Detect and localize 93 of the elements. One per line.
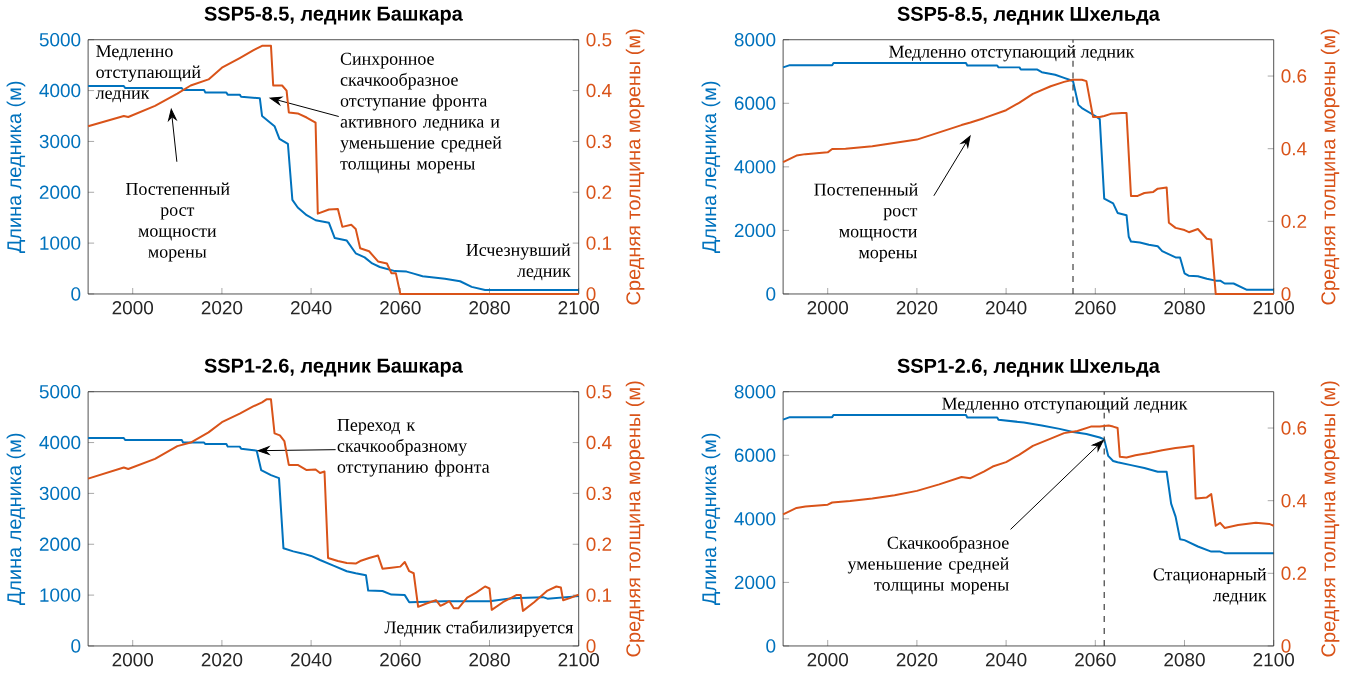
- x-tick-label: 2080: [1164, 653, 1205, 667]
- y2-tick-label: 0.3: [586, 486, 612, 501]
- y-tick-label: 3000: [39, 134, 81, 149]
- y2-tick-label: 0.4: [1281, 494, 1307, 508]
- y-tick-label: 4000: [39, 435, 81, 450]
- x-tick-label: 2100: [1253, 301, 1295, 315]
- x-tick-label: 2040: [290, 301, 332, 315]
- x-tick-label: 2060: [1075, 653, 1116, 667]
- annotation: Постепенный рост мощности морены: [814, 183, 918, 263]
- y-tick-label: 1000: [40, 588, 81, 602]
- x-tick-label: 2020: [896, 301, 938, 315]
- x-tick-label: 2040: [985, 301, 1027, 315]
- line-series: [782, 424, 1275, 529]
- y2-axis-title: Средняя толщина морены (м): [1320, 381, 1340, 657]
- chart-title: SSP1-2.6, ледник Шхельда: [897, 358, 1160, 377]
- y-axis-title: Длина ледника (м): [701, 433, 721, 606]
- annotation: Стационарный ледник: [1153, 568, 1267, 605]
- y-tick-label: 2000: [39, 537, 81, 552]
- y-tick-label: 0: [71, 639, 81, 653]
- y-tick-label: 5000: [39, 33, 81, 47]
- x-tick-label: 2000: [112, 301, 154, 315]
- y2-tick-label: 0.6: [1281, 421, 1307, 435]
- y-tick-label: 0: [71, 287, 81, 301]
- y-tick-label: 6000: [734, 96, 776, 111]
- x-tick-label: 2020: [201, 301, 243, 315]
- y2-tick-label: 0: [1281, 639, 1291, 653]
- annotation: Медленно отступающий ледник: [942, 397, 1188, 414]
- annotation: Переход к скачкообразному отступанию фронта: [337, 419, 490, 477]
- y2-tick-label: 0: [586, 639, 596, 653]
- x-tick-label: 2000: [112, 653, 154, 667]
- y-tick-label: 0: [766, 287, 776, 301]
- y-tick-label: 0: [766, 639, 776, 653]
- y2-tick-label: 0.1: [586, 588, 612, 602]
- x-tick-label: 2080: [469, 301, 510, 315]
- chart-title: SSP5-8.5, ледник Шхельда: [897, 6, 1160, 25]
- y2-tick-label: 0.2: [586, 537, 612, 552]
- annotation: Постепенный рост мощности морены: [125, 182, 230, 262]
- x-tick-label: 2060: [380, 301, 421, 315]
- y-tick-label: 5000: [39, 385, 81, 399]
- y-axis-title: Длина ледника (м): [6, 433, 26, 606]
- x-tick-label: 2000: [807, 301, 849, 315]
- line-series: [87, 437, 580, 604]
- y2-tick-label: 0: [1281, 287, 1291, 301]
- y-tick-label: 4000: [734, 512, 776, 526]
- x-tick-label: 2020: [896, 653, 938, 667]
- y-tick-label: 1000: [40, 236, 81, 250]
- y-tick-label: 2000: [734, 575, 776, 590]
- y2-tick-label: 0.3: [586, 134, 612, 149]
- annotation: Синхронное скачкообразное отступание фронта активного ледника и уменьшение средней толщины морены: [340, 52, 502, 174]
- y-axis-title: Длина ледника (м): [701, 81, 721, 254]
- y-tick-label: 2000: [734, 223, 776, 238]
- annotation: Исчезнувший ледник: [466, 243, 571, 281]
- x-tick-label: 2060: [1075, 301, 1116, 315]
- y-tick-label: 4000: [734, 160, 776, 174]
- y-tick-label: 8000: [734, 385, 776, 399]
- x-tick-label: 2040: [985, 653, 1027, 667]
- x-tick-label: 2080: [469, 653, 510, 667]
- y2-tick-label: 0.4: [586, 83, 612, 98]
- x-tick-label: 2100: [558, 653, 600, 667]
- line-series: [782, 413, 1275, 555]
- annotation: Скачкообразное уменьшение средней толщины морены: [847, 535, 1009, 595]
- x-tick-label: 2020: [201, 653, 243, 667]
- x-tick-label: 2080: [1164, 301, 1205, 315]
- annotation: Медленно отступающий ледник: [95, 45, 201, 103]
- y2-tick-label: 0.5: [586, 385, 612, 399]
- x-tick-label: 2000: [807, 653, 849, 667]
- y-tick-label: 8000: [734, 33, 776, 47]
- y2-tick-label: 0: [586, 287, 596, 301]
- y2-tick-label: 0.1: [586, 236, 612, 250]
- x-tick-label: 2060: [380, 653, 421, 667]
- annotation: Медленно отступающий ледник: [889, 45, 1135, 62]
- y2-tick-label: 0.5: [586, 33, 612, 47]
- y2-axis-title: Средняя толщина морены (м): [1320, 29, 1340, 305]
- y2-axis-title: Средняя толщина морены (м): [625, 381, 645, 657]
- x-tick-label: 2100: [558, 301, 600, 315]
- x-tick-label: 2100: [1253, 653, 1295, 667]
- chart-title: SSP5-8.5, ледник Башкара: [204, 6, 463, 25]
- y-tick-label: 2000: [39, 185, 81, 200]
- y2-tick-label: 0.6: [1281, 69, 1307, 83]
- annotation: Ледник стабилизируется: [384, 620, 574, 638]
- y2-tick-label: 0.4: [1281, 142, 1307, 156]
- y2-tick-label: 0.2: [1281, 566, 1307, 581]
- y-tick-label: 4000: [39, 83, 81, 98]
- y2-axis-title: Средняя толщина морены (м): [625, 29, 645, 305]
- chart-title: SSP1-2.6, ледник Башкара: [204, 358, 463, 377]
- y-tick-label: 6000: [734, 448, 776, 463]
- y2-tick-label: 0.4: [586, 435, 612, 450]
- x-tick-label: 2040: [290, 653, 332, 667]
- y-axis-title: Длина ледника (м): [6, 81, 26, 254]
- line-series: [87, 398, 580, 612]
- y2-tick-label: 0.2: [586, 185, 612, 200]
- y-tick-label: 3000: [39, 486, 81, 501]
- y2-tick-label: 0.2: [1281, 214, 1307, 229]
